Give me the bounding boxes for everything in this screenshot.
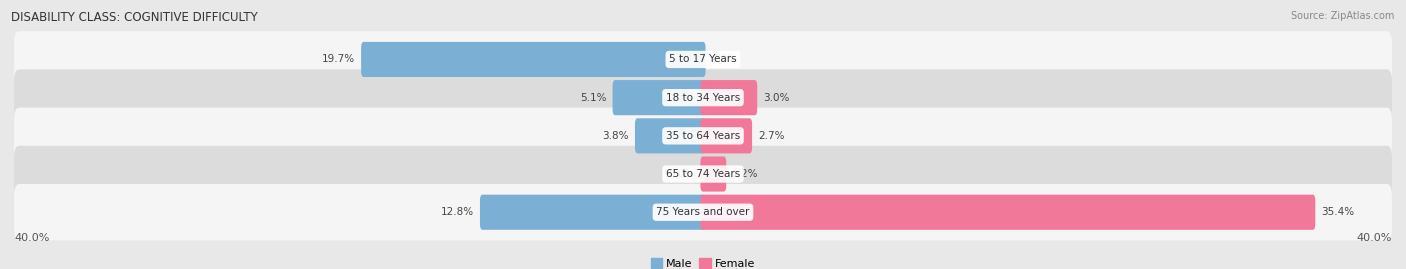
Legend: Male, Female: Male, Female xyxy=(647,254,759,269)
FancyBboxPatch shape xyxy=(700,118,752,153)
Text: 0.0%: 0.0% xyxy=(711,54,738,65)
Text: 19.7%: 19.7% xyxy=(322,54,356,65)
Text: 75 Years and over: 75 Years and over xyxy=(657,207,749,217)
Text: 3.8%: 3.8% xyxy=(602,131,628,141)
FancyBboxPatch shape xyxy=(361,42,706,77)
Text: 35 to 64 Years: 35 to 64 Years xyxy=(666,131,740,141)
Text: 40.0%: 40.0% xyxy=(1357,233,1392,243)
FancyBboxPatch shape xyxy=(700,80,758,115)
FancyBboxPatch shape xyxy=(14,31,1392,88)
Text: 18 to 34 Years: 18 to 34 Years xyxy=(666,93,740,103)
Text: DISABILITY CLASS: COGNITIVE DIFFICULTY: DISABILITY CLASS: COGNITIVE DIFFICULTY xyxy=(11,11,257,24)
Text: 65 to 74 Years: 65 to 74 Years xyxy=(666,169,740,179)
FancyBboxPatch shape xyxy=(14,108,1392,164)
Text: 1.2%: 1.2% xyxy=(733,169,759,179)
FancyBboxPatch shape xyxy=(479,195,706,230)
FancyBboxPatch shape xyxy=(14,184,1392,240)
Text: 35.4%: 35.4% xyxy=(1322,207,1354,217)
Text: 12.8%: 12.8% xyxy=(441,207,474,217)
FancyBboxPatch shape xyxy=(14,69,1392,126)
FancyBboxPatch shape xyxy=(700,157,727,192)
Text: 3.0%: 3.0% xyxy=(763,93,790,103)
FancyBboxPatch shape xyxy=(636,118,706,153)
Text: Source: ZipAtlas.com: Source: ZipAtlas.com xyxy=(1291,11,1395,21)
FancyBboxPatch shape xyxy=(14,146,1392,202)
FancyBboxPatch shape xyxy=(613,80,706,115)
FancyBboxPatch shape xyxy=(700,195,1315,230)
Text: 5.1%: 5.1% xyxy=(581,93,606,103)
Text: 2.7%: 2.7% xyxy=(758,131,785,141)
Text: 40.0%: 40.0% xyxy=(14,233,49,243)
Text: 0.0%: 0.0% xyxy=(668,169,695,179)
Text: 5 to 17 Years: 5 to 17 Years xyxy=(669,54,737,65)
